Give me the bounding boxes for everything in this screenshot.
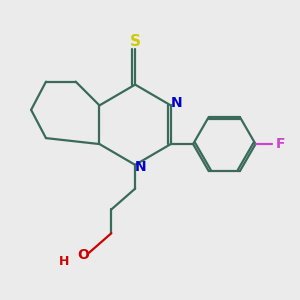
Text: S: S <box>130 34 141 49</box>
Text: H: H <box>58 255 69 268</box>
Text: O: O <box>77 248 89 262</box>
Text: N: N <box>135 160 146 174</box>
Text: N: N <box>170 96 182 110</box>
Text: F: F <box>275 137 285 151</box>
